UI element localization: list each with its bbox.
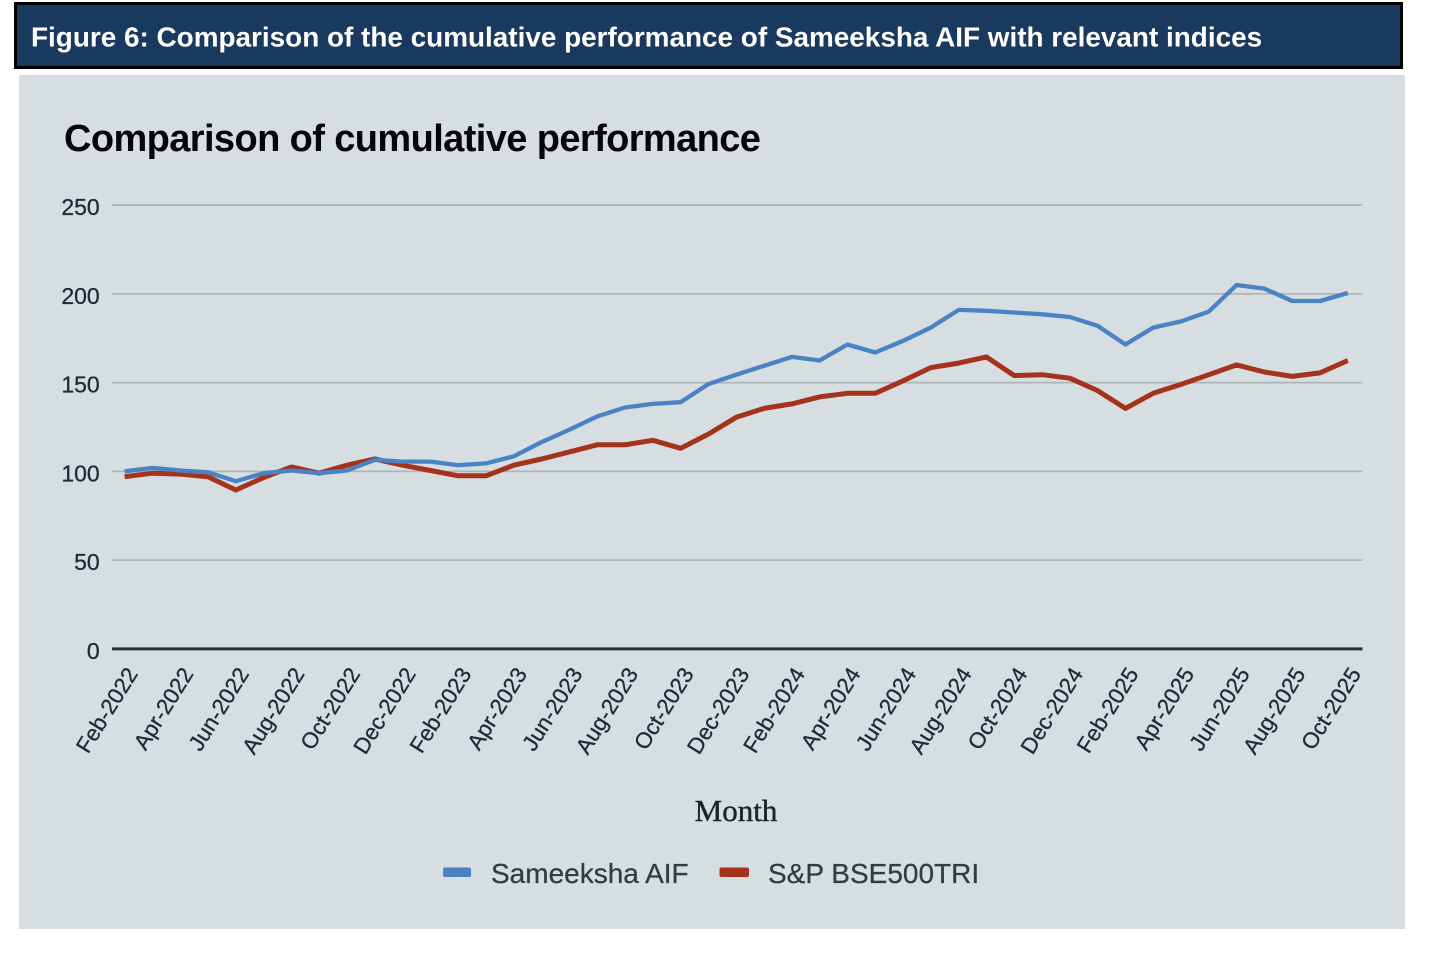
svg-text:Month: Month xyxy=(695,793,778,828)
svg-text:Comparison of cumulative perfo: Comparison of cumulative performance xyxy=(64,118,760,160)
svg-text:200: 200 xyxy=(61,283,99,309)
svg-text:Figure 6: Comparison of the cu: Figure 6: Comparison of the cumulative p… xyxy=(31,22,1262,53)
svg-text:Sameeksha AIF: Sameeksha AIF xyxy=(491,858,689,889)
svg-text:0: 0 xyxy=(87,638,100,664)
svg-text:100: 100 xyxy=(61,460,99,486)
svg-text:S&P BSE500TRI: S&P BSE500TRI xyxy=(768,858,979,889)
svg-text:50: 50 xyxy=(74,549,100,575)
svg-text:150: 150 xyxy=(61,372,99,398)
svg-text:250: 250 xyxy=(61,194,99,220)
